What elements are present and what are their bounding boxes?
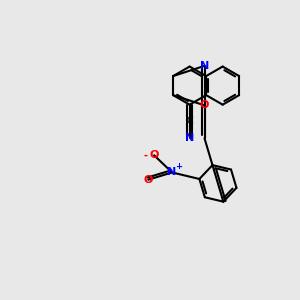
Text: C: C [186, 116, 193, 126]
Text: +: + [175, 162, 182, 171]
Text: -: - [144, 150, 148, 160]
Text: N: N [200, 61, 209, 71]
Text: O: O [149, 150, 159, 160]
Text: O: O [200, 100, 209, 110]
Text: O: O [144, 175, 153, 185]
Text: N: N [185, 133, 194, 143]
Text: N: N [167, 167, 177, 178]
